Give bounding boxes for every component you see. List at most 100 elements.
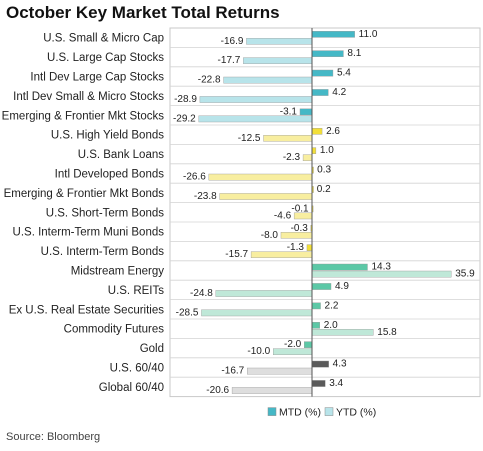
ytd-bar	[223, 76, 313, 84]
mtd-value-label: 11.0	[359, 29, 378, 40]
mtd-bar	[311, 360, 329, 368]
ytd-value-label: -26.6	[183, 172, 206, 183]
ytd-value-label: -8.0	[261, 230, 279, 241]
ytd-value-label: -12.5	[238, 133, 261, 144]
mtd-bar	[311, 283, 332, 290]
ytd-bar	[293, 212, 313, 220]
mtd-bar	[311, 263, 368, 271]
ytd-bar	[311, 329, 374, 336]
ytd-bar	[243, 57, 313, 64]
category-label: U.S. Interm-Term Muni Bonds	[13, 227, 165, 239]
mtd-bar	[306, 244, 313, 252]
ytd-value-label: -24.8	[190, 288, 213, 299]
category-label: U.S. REITs	[108, 285, 164, 297]
ytd-value-label: 35.9	[455, 269, 475, 280]
ytd-value-label: -22.8	[198, 75, 221, 86]
mtd-value-label: 5.4	[337, 68, 351, 79]
mtd-value-label: 1.0	[320, 145, 334, 156]
category-label: Midstream Energy	[71, 266, 165, 278]
category-label: Emerging & Frontier Mkt Bonds	[4, 188, 165, 200]
mtd-value-label: 4.3	[333, 359, 347, 370]
mtd-value-label: 8.1	[347, 48, 361, 59]
category-label: U.S. Small & Micro Cap	[43, 33, 164, 45]
ytd-value-label: -23.8	[194, 191, 217, 202]
ytd-bar	[215, 290, 313, 297]
category-label: Intl Developed Bonds	[55, 169, 165, 181]
ytd-bar	[208, 173, 313, 181]
ytd-bar	[198, 115, 313, 123]
category-label: U.S. High Yield Bonds	[51, 130, 164, 142]
source-note: Source: Bloomberg	[6, 431, 101, 443]
ytd-bar	[263, 134, 313, 142]
category-label: U.S. 60/40	[110, 363, 164, 375]
ytd-value-label: -29.2	[173, 113, 196, 124]
mtd-value-label: 4.2	[332, 87, 346, 98]
mtd-value-label: -1.3	[287, 242, 305, 253]
category-label: U.S. Short-Term Bonds	[46, 207, 164, 219]
ytd-bar	[201, 309, 313, 317]
mtd-bar	[311, 127, 323, 135]
category-label: Intl Dev Large Cap Stocks	[30, 72, 164, 84]
mtd-value-label: -2.0	[284, 339, 302, 350]
ytd-value-label: 15.8	[377, 327, 397, 338]
ytd-value-label: -16.7	[221, 366, 244, 377]
mtd-bar	[311, 31, 355, 38]
plot-frame	[169, 27, 481, 398]
category-label: U.S. Interm-Term Bonds	[41, 246, 165, 258]
ytd-value-label: -17.7	[218, 55, 241, 66]
category-label: Intl Dev Small & Micro Stocks	[13, 91, 164, 103]
category-label: U.S. Large Cap Stocks	[47, 52, 164, 64]
ytd-bar	[280, 231, 313, 239]
mtd-value-label: 0.3	[317, 165, 331, 176]
ytd-bar	[302, 154, 313, 162]
ytd-value-label: -16.9	[221, 36, 244, 47]
ytd-value-label: -28.5	[176, 307, 199, 318]
ytd-bar	[219, 193, 313, 200]
ytd-bar	[247, 367, 313, 375]
ytd-value-label: -10.0	[247, 346, 270, 357]
ytd-value-label: -28.9	[174, 94, 197, 105]
mtd-bar	[311, 50, 344, 57]
mtd-value-label: -0.1	[291, 203, 309, 214]
mtd-value-label: -0.3	[291, 223, 309, 234]
ytd-value-label: -2.3	[283, 152, 301, 163]
mtd-value-label: 2.6	[326, 126, 340, 137]
mtd-bar	[299, 108, 313, 116]
mtd-value-label: -3.1	[280, 106, 298, 117]
legend-label-ytd: YTD (%)	[336, 407, 376, 419]
category-label: Global 60/40	[99, 382, 164, 394]
mtd-bar	[311, 89, 329, 96]
category-label: Emerging & Frontier Mkt Stocks	[2, 110, 165, 122]
mtd-bar	[311, 302, 321, 310]
ytd-bar	[246, 38, 313, 45]
ytd-bar	[250, 251, 313, 259]
mtd-value-label: 0.2	[317, 184, 331, 195]
mtd-value-label: 4.9	[335, 281, 349, 292]
mtd-bar	[311, 322, 320, 329]
page-title: October Key Market Total Returns	[6, 3, 280, 22]
mtd-bar	[311, 147, 317, 155]
mtd-value-label: 2.2	[325, 300, 339, 311]
mtd-value-label: 3.4	[329, 378, 343, 389]
ytd-bar	[199, 96, 313, 103]
legend-swatch-ytd	[324, 407, 334, 416]
legend-swatch-mtd	[267, 407, 277, 416]
mtd-bar	[311, 69, 334, 77]
category-label: Commodity Futures	[64, 324, 165, 336]
ytd-bar	[311, 270, 452, 278]
mtd-bar	[311, 380, 326, 387]
ytd-bar	[231, 387, 313, 394]
category-label: Ex U.S. Real Estate Securities	[9, 304, 165, 316]
ytd-value-label: -4.6	[274, 210, 292, 221]
mtd-bar	[304, 341, 313, 349]
category-label: Gold	[140, 343, 164, 355]
ytd-bar	[273, 348, 313, 356]
ytd-value-label: -15.7	[225, 249, 248, 260]
legend-label-mtd: MTD (%)	[279, 407, 321, 419]
mtd-value-label: 14.3	[371, 262, 391, 273]
mtd-value-label: 2.0	[324, 320, 338, 331]
ytd-value-label: -20.6	[206, 385, 229, 396]
category-label: U.S. Bank Loans	[78, 149, 165, 161]
